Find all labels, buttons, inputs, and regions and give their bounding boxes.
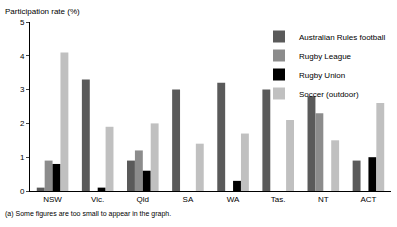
svg-text:4: 4 — [20, 52, 25, 61]
svg-text:1: 1 — [20, 153, 25, 162]
svg-text:2: 2 — [20, 119, 25, 128]
svg-text:NT: NT — [318, 195, 329, 204]
svg-text:Soccer (outdoor): Soccer (outdoor) — [299, 90, 359, 99]
svg-text:ACT: ACT — [360, 195, 376, 204]
svg-text:Tas.: Tas. — [271, 195, 286, 204]
svg-text:Participation rate (%): Participation rate (%) — [5, 7, 80, 16]
svg-text:Australian Rules football: Australian Rules football — [299, 33, 385, 42]
svg-text:Vic.: Vic. — [91, 195, 104, 204]
svg-text:0: 0 — [20, 187, 25, 196]
svg-text:Rugby League: Rugby League — [299, 52, 352, 61]
svg-text:WA: WA — [227, 195, 240, 204]
svg-text:3: 3 — [20, 85, 25, 94]
svg-text:5: 5 — [20, 18, 25, 27]
svg-text:Rugby Union: Rugby Union — [299, 71, 345, 80]
svg-text:SA: SA — [183, 195, 194, 204]
svg-text:(a) Some figures are too small: (a) Some figures are too small to appear… — [5, 210, 171, 218]
svg-text:NSW: NSW — [43, 195, 62, 204]
svg-text:Qld: Qld — [137, 195, 149, 204]
